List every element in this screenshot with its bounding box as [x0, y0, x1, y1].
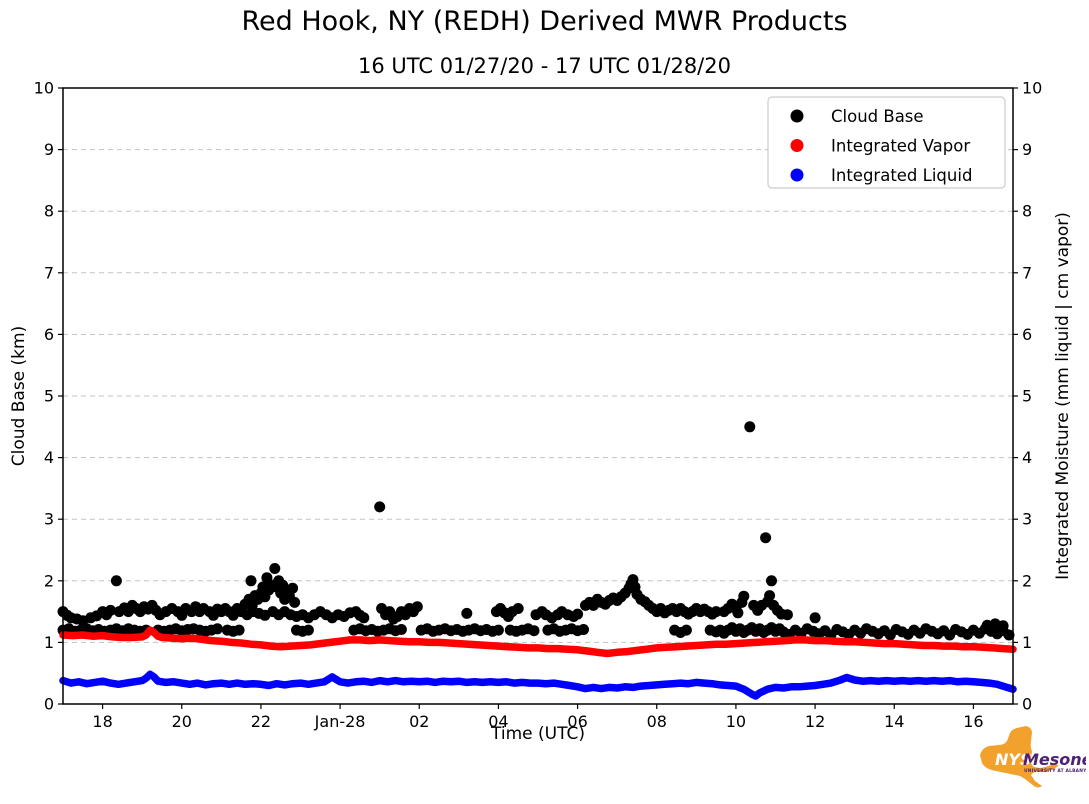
page-title: Red Hook, NY (REDH) Derived MWR Products [241, 6, 848, 37]
y-gridlines [63, 149, 1013, 643]
legend-item-cloud-base: Cloud Base [790, 107, 924, 126]
x-tick-label: 20 [172, 712, 192, 731]
legend-marker-integrated-liquid [790, 168, 804, 182]
y-tick-label-right: 0 [1022, 695, 1032, 714]
y-tick-label-right: 8 [1022, 202, 1032, 221]
legend-marker-cloud-base [790, 109, 804, 123]
series-integrated-vapor [59, 626, 1017, 658]
logo-name-text: Mesonet [1023, 750, 1086, 769]
y-axis-label-left: Cloud Base (km) [9, 325, 29, 467]
x-tick-label: 16 [963, 712, 983, 731]
y-tick-label-left: 0 [44, 695, 54, 714]
legend-label-integrated-vapor: Integrated Vapor [831, 137, 970, 156]
x-tick-label: 12 [805, 712, 825, 731]
x-tick-label: 02 [409, 712, 429, 731]
series-integrated-liquid [59, 670, 1017, 700]
y-tick-label-right: 3 [1022, 510, 1032, 529]
y-tick-label-right: 9 [1022, 140, 1032, 159]
y-tick-label-left: 9 [44, 140, 54, 159]
y-axis-ticks-left: 0 1 2 3 4 5 6 7 8 9 10 [34, 79, 63, 714]
x-tick-label: 14 [884, 712, 904, 731]
y-tick-label-right: 4 [1022, 448, 1032, 467]
legend-marker-integrated-vapor [790, 139, 804, 152]
legend: Cloud Base Integrated Vapor Integrated Liq… [767, 96, 1006, 189]
y-tick-label-left: 3 [44, 510, 54, 529]
y-tick-label-left: 7 [44, 263, 54, 282]
page-subtitle: 16 UTC 01/27/20 - 17 UTC 01/28/20 [358, 54, 731, 78]
x-tick-label: Jan-28 [314, 712, 366, 731]
y-tick-label-right: 10 [1022, 79, 1042, 98]
legend-label-cloud-base: Cloud Base [831, 107, 924, 126]
series-cloud-base [57, 421, 1015, 641]
y-tick-label-left: 2 [44, 571, 54, 590]
y-tick-label-right: 6 [1022, 325, 1032, 344]
x-axis-label: Time (UTC) [491, 724, 585, 744]
x-tick-label: 10 [726, 712, 746, 731]
x-tick-label: 18 [92, 712, 112, 731]
nys-mesonet-logo: NYS Mesonet UNIVERSITY AT ALBANY [980, 726, 1086, 788]
x-tick-label: 04 [488, 712, 508, 731]
y-tick-label-left: 8 [44, 202, 54, 221]
y-axis-label-right: Integrated Moisture (mm liquid | cm vapo… [1053, 212, 1073, 580]
x-tick-label: 06 [567, 712, 587, 731]
legend-box [767, 96, 1006, 189]
legend-item-integrated-liquid: Integrated Liquid [790, 166, 972, 185]
y-tick-label-right: 7 [1022, 263, 1032, 282]
logo-tagline-text: UNIVERSITY AT ALBANY [1024, 768, 1086, 774]
y-tick-label-right: 1 [1022, 633, 1032, 652]
ny-state-shape [980, 726, 1059, 788]
logo-org-text: NYS [995, 750, 1032, 769]
legend-item-integrated-vapor: Integrated Vapor [790, 137, 970, 156]
legend-label-integrated-liquid: Integrated Liquid [831, 166, 972, 185]
x-tick-label: 08 [647, 712, 667, 731]
y-tick-label-left: 6 [44, 325, 54, 344]
y-tick-label-right: 5 [1022, 387, 1032, 406]
x-axis-ticks: 18 20 22 Jan-28 02 04 06 08 10 12 14 16 [92, 704, 984, 731]
y-axis-ticks-right: 0 1 2 3 4 5 6 7 8 9 10 [1013, 79, 1042, 714]
y-tick-label-left: 4 [44, 448, 54, 467]
x-tick-label: 22 [251, 712, 271, 731]
y-tick-label-left: 1 [44, 633, 54, 652]
y-tick-label-right: 2 [1022, 571, 1032, 590]
y-tick-label-left: 5 [44, 387, 54, 406]
y-tick-label-left: 10 [34, 79, 54, 98]
